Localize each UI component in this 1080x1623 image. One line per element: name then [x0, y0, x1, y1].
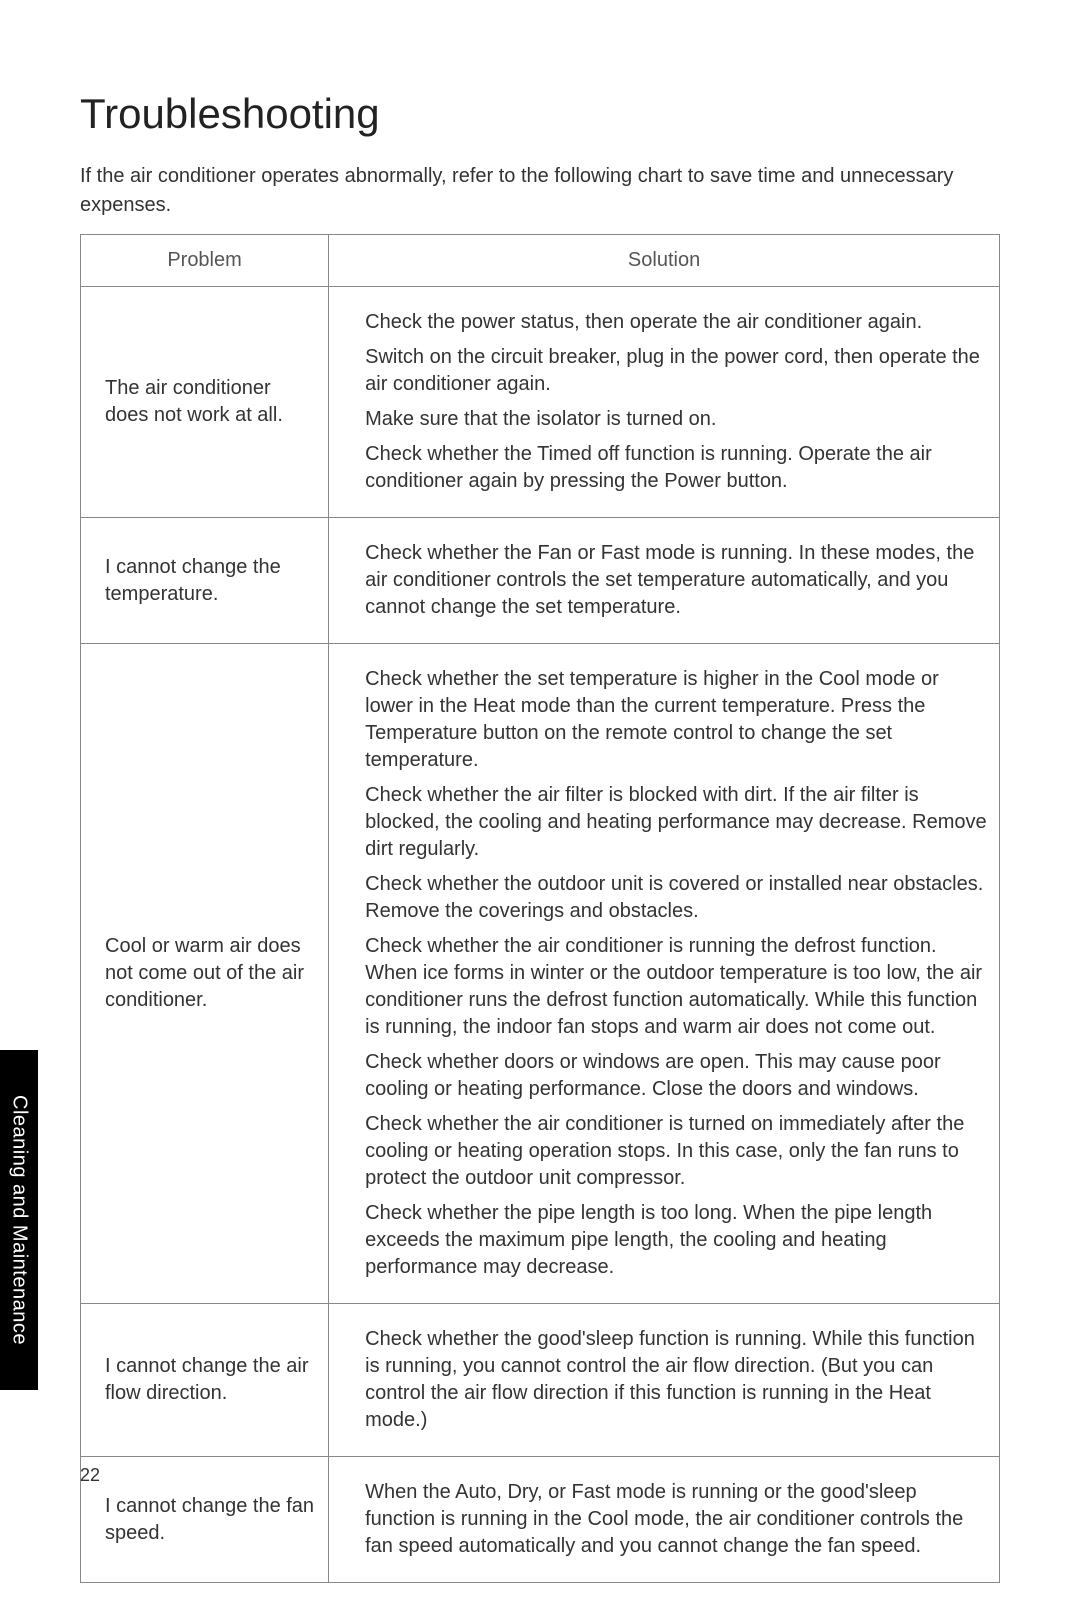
- table-row: I cannot change the fan speed. When the …: [81, 1457, 1000, 1583]
- solution-cell: Check whether the Fan or Fast mode is ru…: [329, 518, 1000, 644]
- solution-item: Check whether the pipe length is too lon…: [361, 1200, 987, 1281]
- problem-cell: I cannot change the fan speed.: [81, 1457, 329, 1583]
- solution-item: Check whether the set temperature is hig…: [361, 666, 987, 774]
- page-title: Troubleshooting: [80, 90, 1000, 138]
- solution-item: Check whether the Timed off function is …: [361, 441, 987, 495]
- solution-cell: Check the power status, then operate the…: [329, 287, 1000, 518]
- intro-paragraph: If the air conditioner operates abnormal…: [80, 162, 1000, 220]
- page-number: 22: [80, 1465, 100, 1486]
- solution-cell: Check whether the good'sleep function is…: [329, 1304, 1000, 1457]
- solution-item: Check whether the Fan or Fast mode is ru…: [361, 540, 987, 621]
- troubleshooting-table: Problem Solution The air conditioner doe…: [80, 234, 1000, 1583]
- solution-item: Check the power status, then operate the…: [361, 309, 987, 336]
- solution-item: Check whether doors or windows are open.…: [361, 1049, 987, 1103]
- problem-cell: Cool or warm air does not come out of th…: [81, 644, 329, 1304]
- problem-cell: I cannot change the air flow direction.: [81, 1304, 329, 1457]
- col-header-solution: Solution: [329, 235, 1000, 287]
- solution-cell: Check whether the set temperature is hig…: [329, 644, 1000, 1304]
- solution-item: Check whether the air filter is blocked …: [361, 782, 987, 863]
- solution-item: Make sure that the isolator is turned on…: [361, 406, 987, 433]
- solution-item: Check whether the air conditioner is run…: [361, 933, 987, 1041]
- col-header-problem: Problem: [81, 235, 329, 287]
- solution-item: When the Auto, Dry, or Fast mode is runn…: [361, 1479, 987, 1560]
- solution-item: Check whether the good'sleep function is…: [361, 1326, 987, 1434]
- section-tab: Cleaning and Maintenance: [0, 1050, 38, 1390]
- table-row: The air conditioner does not work at all…: [81, 287, 1000, 518]
- table-row: Cool or warm air does not come out of th…: [81, 644, 1000, 1304]
- problem-cell: I cannot change the temperature.: [81, 518, 329, 644]
- solution-item: Check whether the outdoor unit is covere…: [361, 871, 987, 925]
- solution-cell: When the Auto, Dry, or Fast mode is runn…: [329, 1457, 1000, 1583]
- solution-item: Check whether the air conditioner is tur…: [361, 1111, 987, 1192]
- table-row: I cannot change the air flow direction. …: [81, 1304, 1000, 1457]
- problem-cell: The air conditioner does not work at all…: [81, 287, 329, 518]
- table-row: I cannot change the temperature. Check w…: [81, 518, 1000, 644]
- solution-item: Switch on the circuit breaker, plug in t…: [361, 344, 987, 398]
- table-header-row: Problem Solution: [81, 235, 1000, 287]
